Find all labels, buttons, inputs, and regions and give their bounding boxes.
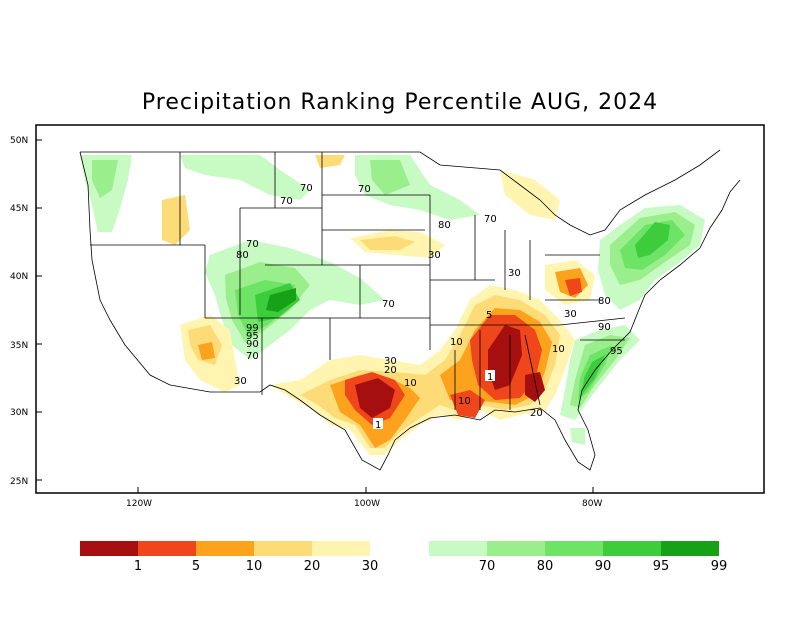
south-east-coast bbox=[169, 179, 741, 471]
contour-label: 1 bbox=[375, 420, 381, 431]
wet-area-florida bbox=[570, 428, 585, 445]
contour-label: 10 bbox=[404, 378, 417, 389]
legend-swatch bbox=[545, 541, 603, 556]
legend-swatch bbox=[196, 541, 254, 556]
lat-label: 25N bbox=[10, 477, 28, 487]
contour-label: 90 bbox=[598, 322, 611, 333]
legend-label: 95 bbox=[653, 559, 670, 574]
contour-label: 70 bbox=[300, 183, 313, 194]
contour-label: 30 bbox=[234, 376, 247, 387]
dry-area-idaho bbox=[162, 195, 190, 245]
legend-label: 10 bbox=[246, 559, 263, 574]
legend-label: 20 bbox=[304, 559, 321, 574]
legend-swatch bbox=[312, 541, 370, 556]
dry-area-la-5 bbox=[450, 390, 485, 418]
legend-label: 1 bbox=[134, 559, 142, 574]
contour-label: 30 bbox=[384, 356, 397, 367]
contour-label: 1 bbox=[487, 372, 493, 383]
west-coast bbox=[79, 151, 171, 386]
legend-swatch bbox=[429, 541, 487, 556]
boundaries bbox=[79, 149, 741, 471]
contour-label: 30 bbox=[564, 309, 577, 320]
contour-label: 70 bbox=[358, 184, 371, 195]
lon-label: 100W bbox=[354, 499, 380, 509]
contour-label: 80 bbox=[598, 296, 611, 307]
legend-swatch bbox=[661, 541, 719, 556]
contour-label: 70 bbox=[246, 239, 259, 250]
legend-label: 70 bbox=[479, 559, 496, 574]
legend-swatch bbox=[487, 541, 545, 556]
legend: 1 5 10 20 30 70 80 90 95 99 bbox=[80, 541, 727, 574]
contour-label: 95 bbox=[610, 346, 623, 357]
dry-area-msvalley-1 bbox=[488, 325, 522, 390]
contour-label: 70 bbox=[382, 299, 395, 310]
lat-label: 30N bbox=[10, 408, 28, 418]
precip-fields bbox=[80, 155, 705, 455]
dry-area-pa-5 bbox=[565, 278, 582, 296]
legend-label: 30 bbox=[362, 559, 379, 574]
legend-swatch bbox=[138, 541, 196, 556]
contour-label: 95 bbox=[246, 331, 259, 342]
contour-label: 80 bbox=[438, 220, 451, 231]
legend-swatch bbox=[603, 541, 661, 556]
wet-area-montana bbox=[180, 155, 310, 200]
contour-label: 70 bbox=[484, 214, 497, 225]
legend-wet: 70 80 90 95 99 bbox=[429, 541, 727, 574]
contour-label-box bbox=[485, 370, 495, 381]
dry-area-georgia-1 bbox=[525, 372, 545, 402]
contour-label: 10 bbox=[552, 344, 565, 355]
contour-labels: 70 70 70 70 80 70 80 30 70 99 95 90 70 3… bbox=[234, 183, 623, 431]
legend-label: 80 bbox=[537, 559, 554, 574]
lat-label: 45N bbox=[10, 204, 28, 214]
dry-area-texas-1 bbox=[355, 378, 395, 418]
wet-area-northeast-95 bbox=[635, 222, 670, 258]
contour-label: 10 bbox=[450, 337, 463, 348]
dry-area-michigan bbox=[500, 170, 560, 220]
legend-swatch bbox=[80, 541, 138, 556]
wet-area-dakotas-80 bbox=[370, 160, 410, 195]
latitude-axis: 50N 45N 40N 35N 30N 25N bbox=[10, 136, 42, 487]
legend-dry: 1 5 10 20 30 bbox=[80, 541, 378, 574]
lat-label: 50N bbox=[10, 136, 28, 146]
legend-swatch bbox=[254, 541, 312, 556]
contour-label: 20 bbox=[384, 365, 397, 376]
contour-label: 30 bbox=[428, 250, 441, 261]
contour-label: 30 bbox=[508, 268, 521, 279]
lon-label: 120W bbox=[126, 499, 152, 509]
dry-area-arizona-10 bbox=[198, 342, 215, 360]
contour-label: 80 bbox=[236, 250, 249, 261]
lat-label: 40N bbox=[10, 272, 28, 282]
dry-area-nebraska-20 bbox=[360, 236, 415, 250]
lat-label: 35N bbox=[10, 341, 28, 351]
contour-label: 99 bbox=[246, 323, 259, 334]
wet-area-colorado-99 bbox=[266, 288, 296, 312]
map-title: Precipitation Ranking Percentile AUG, 20… bbox=[141, 90, 659, 115]
wet-area-pnw-80 bbox=[92, 160, 118, 198]
contour-label: 10 bbox=[458, 396, 471, 407]
contour-label-box bbox=[373, 418, 383, 429]
contour-label: 70 bbox=[246, 351, 259, 362]
lon-label: 80W bbox=[582, 499, 602, 509]
legend-label: 99 bbox=[711, 559, 728, 574]
longitude-axis: 120W 100W 80W bbox=[126, 487, 602, 509]
northern-border bbox=[80, 149, 721, 236]
contour-label: 90 bbox=[246, 339, 259, 350]
legend-label: 90 bbox=[595, 559, 612, 574]
contour-label: 5 bbox=[486, 310, 492, 321]
legend-label: 5 bbox=[192, 559, 200, 574]
contour-label: 20 bbox=[530, 408, 543, 419]
dry-area-nd bbox=[315, 155, 345, 168]
contour-label: 70 bbox=[280, 196, 293, 207]
